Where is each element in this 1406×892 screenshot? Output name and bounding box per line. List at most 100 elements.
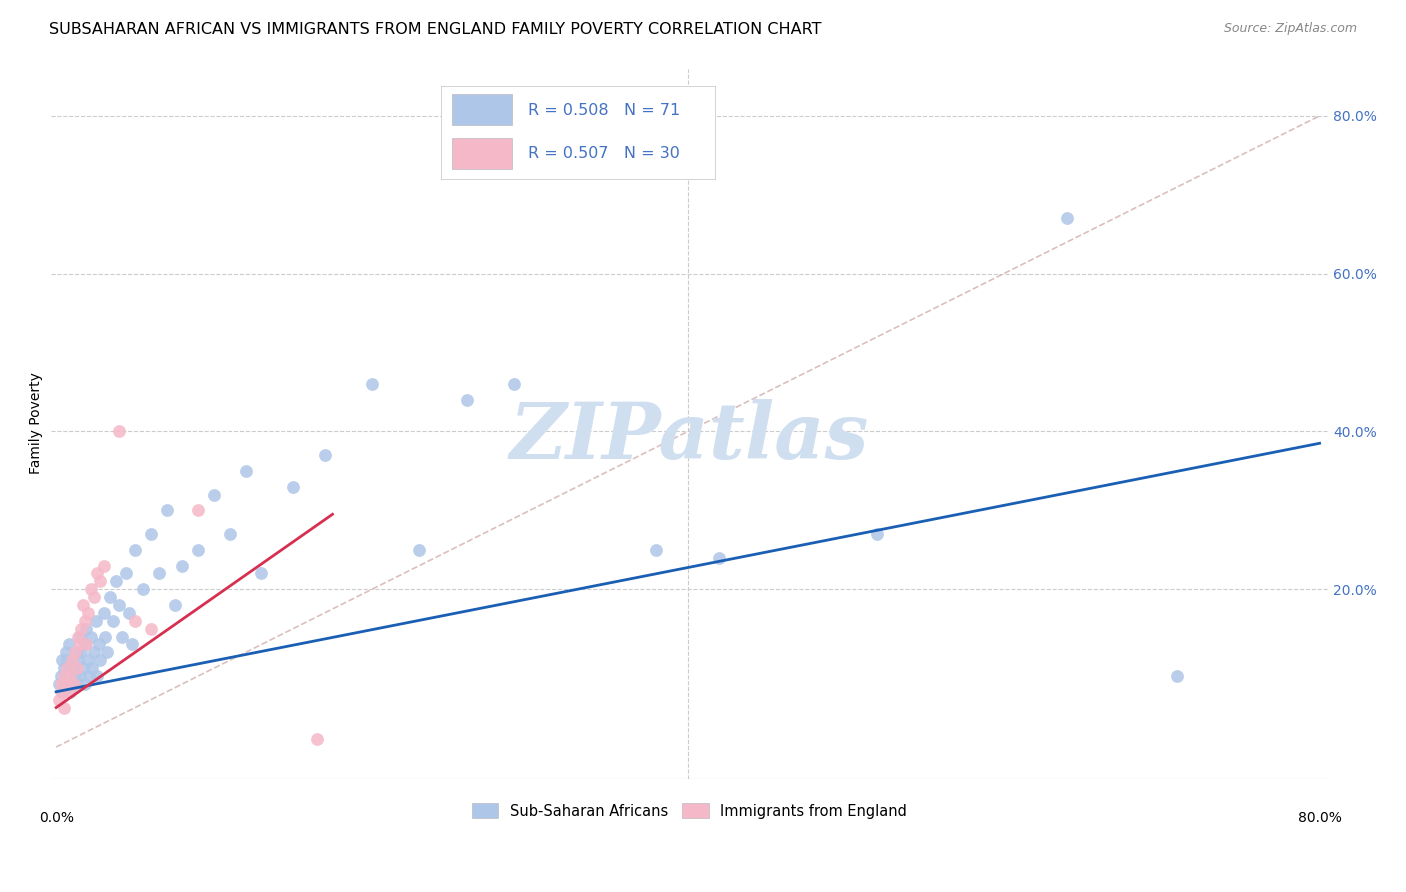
Point bbox=[148, 566, 170, 581]
Text: 0.0%: 0.0% bbox=[38, 811, 73, 824]
Point bbox=[132, 582, 155, 597]
Point bbox=[118, 606, 141, 620]
Point bbox=[60, 653, 83, 667]
Point bbox=[98, 590, 121, 604]
Point bbox=[83, 590, 105, 604]
Point bbox=[69, 630, 91, 644]
Point bbox=[53, 661, 76, 675]
Point bbox=[108, 598, 131, 612]
Point bbox=[139, 527, 162, 541]
Point bbox=[56, 677, 79, 691]
Point bbox=[60, 677, 83, 691]
Point bbox=[66, 661, 89, 675]
Point bbox=[76, 606, 98, 620]
Point bbox=[66, 645, 89, 659]
Point bbox=[49, 677, 72, 691]
Point bbox=[53, 669, 76, 683]
Point bbox=[83, 645, 105, 659]
Point bbox=[503, 377, 526, 392]
Point bbox=[84, 614, 107, 628]
Point bbox=[63, 645, 86, 659]
Point bbox=[709, 550, 731, 565]
Point bbox=[281, 480, 304, 494]
Point bbox=[79, 669, 101, 683]
Point bbox=[86, 669, 108, 683]
Point bbox=[866, 527, 889, 541]
Point bbox=[187, 542, 209, 557]
Point bbox=[89, 574, 111, 589]
Point bbox=[156, 503, 179, 517]
Point bbox=[139, 622, 162, 636]
Point bbox=[51, 685, 73, 699]
Point bbox=[73, 677, 96, 691]
Point bbox=[59, 685, 82, 699]
Point bbox=[60, 653, 83, 667]
Point bbox=[361, 377, 384, 392]
Point bbox=[114, 566, 136, 581]
Point bbox=[58, 637, 80, 651]
Point bbox=[86, 566, 108, 581]
Point bbox=[124, 542, 146, 557]
Point bbox=[314, 448, 336, 462]
Point bbox=[73, 614, 96, 628]
Point bbox=[58, 685, 80, 699]
Point bbox=[202, 487, 225, 501]
Text: Source: ZipAtlas.com: Source: ZipAtlas.com bbox=[1223, 22, 1357, 36]
Point bbox=[51, 653, 73, 667]
Point bbox=[76, 653, 98, 667]
Point bbox=[96, 645, 118, 659]
Point bbox=[59, 669, 82, 683]
Point bbox=[305, 732, 328, 747]
Point bbox=[218, 527, 240, 541]
Point bbox=[66, 677, 89, 691]
Point bbox=[59, 661, 82, 675]
Point bbox=[56, 653, 79, 667]
Point bbox=[70, 622, 93, 636]
Point bbox=[53, 700, 76, 714]
Legend: Sub-Saharan Africans, Immigrants from England: Sub-Saharan Africans, Immigrants from En… bbox=[465, 797, 912, 824]
Point bbox=[48, 677, 70, 691]
Point bbox=[108, 425, 131, 439]
Point bbox=[49, 669, 72, 683]
Y-axis label: Family Poverty: Family Poverty bbox=[30, 373, 44, 475]
Point bbox=[235, 464, 257, 478]
Text: ZIPatlas: ZIPatlas bbox=[510, 400, 869, 476]
Point bbox=[80, 582, 103, 597]
Point bbox=[105, 574, 128, 589]
Point bbox=[72, 598, 94, 612]
Point bbox=[94, 630, 117, 644]
Point bbox=[82, 661, 104, 675]
Point bbox=[124, 614, 146, 628]
Point bbox=[67, 653, 90, 667]
Point bbox=[55, 645, 77, 659]
Point bbox=[63, 669, 86, 683]
Point bbox=[163, 598, 186, 612]
Text: 80.0%: 80.0% bbox=[1298, 811, 1341, 824]
Point bbox=[87, 637, 110, 651]
Point bbox=[89, 653, 111, 667]
Point bbox=[67, 630, 90, 644]
Point bbox=[53, 677, 76, 691]
Point bbox=[187, 503, 209, 517]
Point bbox=[69, 669, 91, 683]
Point bbox=[111, 630, 134, 644]
Point bbox=[75, 637, 97, 651]
Point bbox=[172, 558, 194, 573]
Point bbox=[1056, 211, 1078, 226]
Point bbox=[73, 637, 96, 651]
Point bbox=[75, 622, 97, 636]
Point bbox=[55, 677, 77, 691]
Point bbox=[80, 630, 103, 644]
Point bbox=[48, 692, 70, 706]
Point bbox=[408, 542, 430, 557]
Point bbox=[62, 677, 84, 691]
Point bbox=[70, 645, 93, 659]
Text: SUBSAHARAN AFRICAN VS IMMIGRANTS FROM ENGLAND FAMILY POVERTY CORRELATION CHART: SUBSAHARAN AFRICAN VS IMMIGRANTS FROM EN… bbox=[49, 22, 821, 37]
Point bbox=[55, 669, 77, 683]
Point bbox=[101, 614, 124, 628]
Point bbox=[456, 392, 478, 407]
Point bbox=[645, 542, 668, 557]
Point bbox=[72, 661, 94, 675]
Point bbox=[121, 637, 143, 651]
Point bbox=[69, 637, 91, 651]
